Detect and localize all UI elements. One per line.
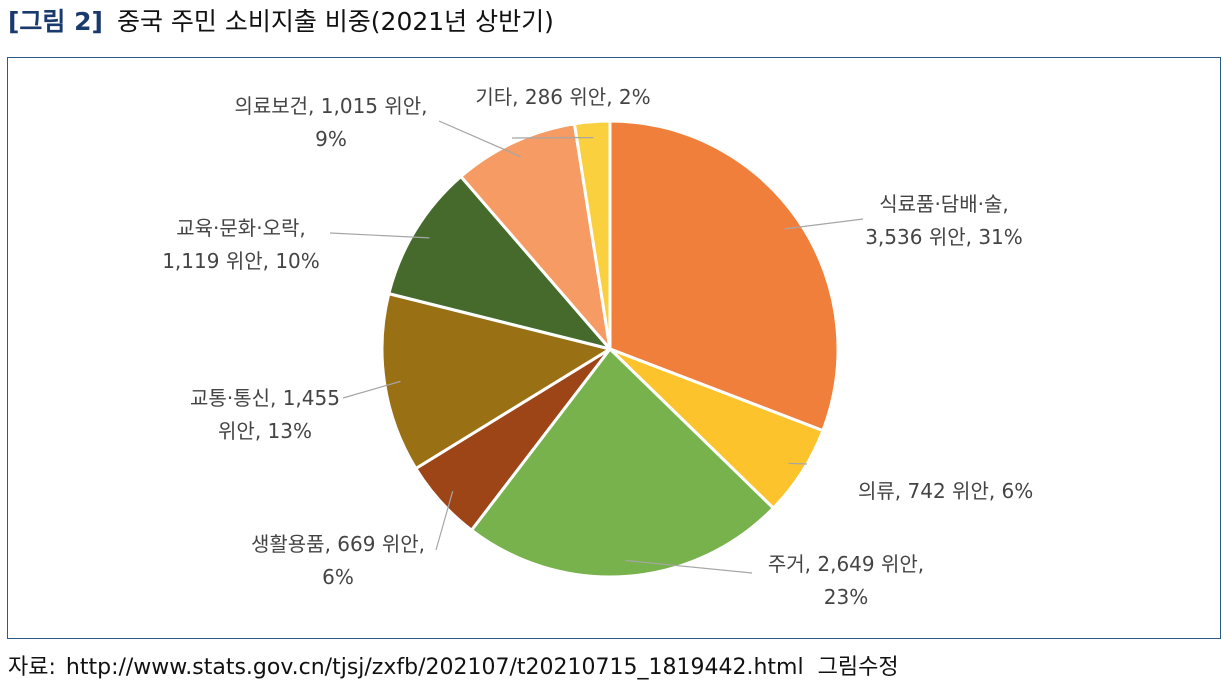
slice-label-line: 교육·문화·오락, [176, 216, 305, 240]
pie-slice [459, 122, 612, 351]
pie-slice [572, 119, 612, 351]
slice-data-label: 교육·문화·오락, 1,119 위안, 10% [162, 216, 320, 273]
leader-line [329, 232, 430, 239]
pie-slice [387, 174, 612, 351]
slice-data-label: 생활용품, 669 위안, 6% [251, 532, 425, 589]
slice-data-label: 식료품·담배·술, 3,536 위안, 31% [865, 192, 1023, 249]
slice-label-line: 23% [824, 585, 868, 609]
slice-data-label: 의료보건, 1,015 위안, 9% [234, 94, 427, 151]
slice-data-label: 의류, 742 위안, 6% [858, 479, 1033, 503]
slice-label-line: 9% [315, 127, 347, 151]
slice-label-line: 교통·통신, 1,455 [190, 386, 340, 410]
chart-frame: 식료품·담배·술, 3,536 위안, 31% 의류, 742 위안, 6% 주거, … [7, 57, 1221, 639]
source-suffix: 그림수정 [817, 655, 899, 680]
pie-chart: 식료품·담배·술, 3,536 위안, 31% 의류, 742 위안, 6% 주거, … [162, 85, 1033, 609]
pie-slice [380, 292, 612, 471]
leader-line [788, 462, 808, 465]
pie-slice [470, 347, 775, 579]
leader-line [784, 218, 864, 230]
figure-title-text: 중국 주민 소비지출 비중(2021년 상반기) [116, 7, 554, 36]
slice-data-label: 교통·통신, 1,455 위안, 13% [190, 386, 340, 443]
pie-slices [380, 119, 840, 579]
leader-line [435, 491, 454, 551]
source-url: http://www.stats.gov.cn/tjsj/zxfb/202107… [65, 655, 804, 680]
slice-label-line: 주거, 2,649 위안, [768, 552, 924, 576]
pie-slice [608, 119, 840, 433]
figure-title: [그림 2] 중국 주민 소비지출 비중(2021년 상반기) [8, 4, 554, 40]
slice-label-line: 생활용품, 669 위안, [251, 532, 425, 556]
figure-label: [그림 2] [8, 7, 103, 36]
slice-label-line: 의료보건, 1,015 위안, [234, 94, 427, 118]
slice-label-line: 3,536 위안, 31% [865, 225, 1023, 249]
slice-label-line: 의류, 742 위안, 6% [858, 479, 1033, 503]
source-prefix: 자료: [8, 655, 56, 680]
slice-data-label: 주거, 2,649 위안, 23% [768, 552, 924, 609]
slice-label-line: 식료품·담배·술, [879, 192, 1008, 216]
slice-data-label: 기타, 286 위안, 2% [475, 85, 650, 109]
pie-labels: 식료품·담배·술, 3,536 위안, 31% 의류, 742 위안, 6% 주거, … [162, 85, 1033, 609]
leader-line [438, 120, 521, 158]
slice-label-line: 1,119 위안, 10% [162, 249, 320, 273]
leader-line [342, 380, 401, 399]
slice-label-line: 기타, 286 위안, 2% [475, 85, 650, 109]
source-note: 자료: http://www.stats.gov.cn/tjsj/zxfb/202… [8, 650, 899, 686]
leader-line [625, 559, 753, 574]
slice-label-line: 위안, 13% [218, 419, 312, 443]
slice-label-line: 6% [322, 565, 354, 589]
